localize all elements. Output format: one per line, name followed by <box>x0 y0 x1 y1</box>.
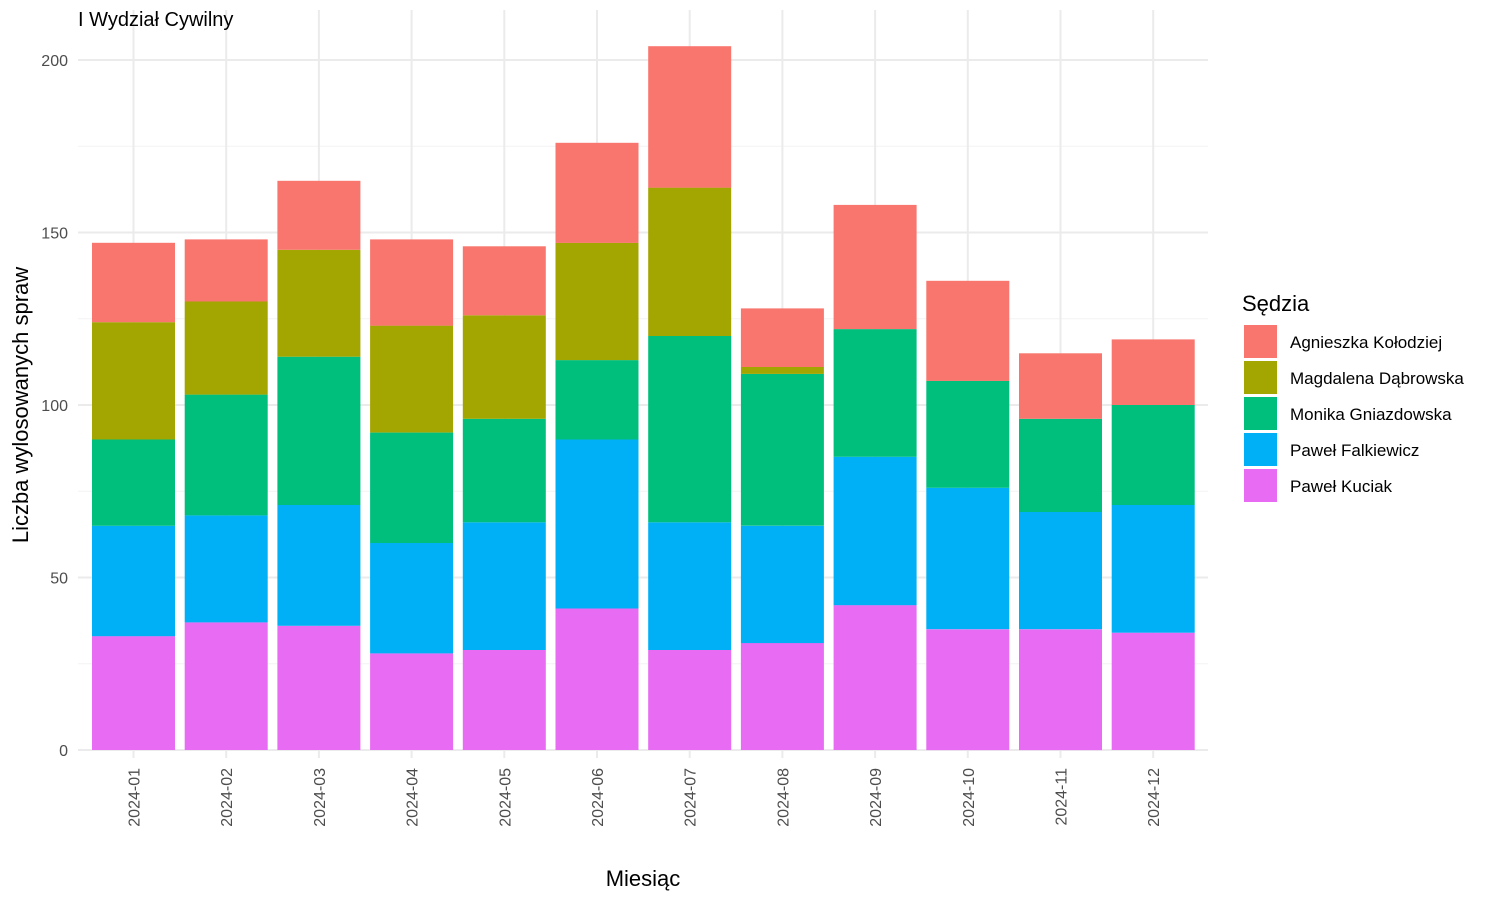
bar-segment <box>370 239 454 326</box>
bar-segment <box>926 380 1010 488</box>
bar-segment <box>92 322 175 440</box>
bar-segment <box>370 325 454 433</box>
bar-segment <box>740 373 824 526</box>
bar-segment <box>92 242 175 323</box>
legend-swatch <box>1244 397 1277 430</box>
x-tick-label: 2024-01 <box>127 768 144 827</box>
bar-segment <box>277 505 361 626</box>
bar-segment <box>1019 418 1102 512</box>
bar-segment <box>648 187 732 336</box>
y-tick-label: 0 <box>59 743 68 760</box>
y-axis-ticks: 0 50 100 150 200 <box>41 53 68 760</box>
bar-segment <box>184 622 268 750</box>
bar-segment <box>740 525 824 644</box>
y-axis-title: Liczba wylosowanych spraw <box>8 267 33 543</box>
legend-label: Monika Gniazdowska <box>1290 405 1452 424</box>
bar-segment <box>277 625 361 750</box>
bar-segment <box>1111 339 1195 405</box>
bar-segment <box>648 650 732 750</box>
bar-segment <box>740 643 824 750</box>
bar-segment <box>555 360 639 440</box>
bar-segment <box>462 522 546 650</box>
legend: Sędzia Agnieszka Kołodziej Magdalena Dąbr… <box>1242 291 1464 502</box>
bar-segment <box>184 301 268 395</box>
bar-segment <box>462 246 546 316</box>
y-tick-label: 100 <box>41 398 68 415</box>
bar-segment <box>370 653 454 750</box>
bar-segment <box>277 249 361 357</box>
bar-segment <box>1111 405 1195 505</box>
bar-segment <box>277 180 361 250</box>
x-tick-label: 2024-09 <box>868 768 885 827</box>
bar-segment <box>92 439 175 526</box>
y-tick-label: 200 <box>41 53 68 70</box>
bar-segment <box>648 522 732 650</box>
bar-segment <box>555 608 639 750</box>
bar-segment <box>926 487 1010 630</box>
y-tick-label: 50 <box>50 571 68 588</box>
legend-label: Paweł Falkiewicz <box>1290 441 1419 460</box>
bar-segment <box>648 336 732 523</box>
legend-swatch <box>1244 433 1277 466</box>
x-axis-ticks: 2024-01 2024-02 2024-03 2024-04 2024-05 2024-… <box>127 768 1164 827</box>
bar-segment <box>462 315 546 419</box>
bar-segment <box>92 636 175 750</box>
chart-title: I Wydział Cywilny <box>78 9 233 31</box>
bar-segment <box>1111 632 1195 750</box>
bar-segment <box>1019 353 1102 419</box>
bars <box>92 46 1195 751</box>
legend-swatch <box>1244 469 1277 502</box>
bar-segment <box>1019 629 1102 751</box>
legend-title: Sędzia <box>1242 291 1310 316</box>
x-tick-label: 2024-04 <box>405 768 422 827</box>
bar-segment <box>1019 511 1102 630</box>
bar-segment <box>833 204 917 330</box>
bar-segment <box>370 543 454 654</box>
bar-segment <box>184 515 268 623</box>
bar-segment <box>184 394 268 516</box>
bar-segment <box>184 239 268 302</box>
bar-segment <box>740 308 824 367</box>
bar-segment <box>370 432 454 543</box>
bar-segment <box>555 439 639 609</box>
x-tick-label: 2024-06 <box>590 768 607 827</box>
bar-segment <box>92 525 175 637</box>
bar-segment <box>833 456 917 606</box>
legend-label: Magdalena Dąbrowska <box>1290 369 1464 388</box>
bar-segment <box>833 605 917 750</box>
x-tick-label: 2024-10 <box>961 768 978 827</box>
legend-swatch <box>1244 325 1277 358</box>
bar-segment <box>648 46 732 188</box>
bar-segment <box>555 142 639 243</box>
bar-segment <box>462 650 546 750</box>
legend-label: Paweł Kuciak <box>1290 477 1393 496</box>
x-tick-label: 2024-05 <box>497 768 514 827</box>
bar-segment <box>833 329 917 457</box>
x-tick-label: 2024-11 <box>1054 768 1071 826</box>
x-axis-title: Miesiąc <box>606 866 681 891</box>
x-tick-label: 2024-08 <box>775 768 792 827</box>
bar-segment <box>462 418 546 523</box>
bar-segment <box>277 356 361 505</box>
bar-segment <box>555 242 639 361</box>
x-tick-label: 2024-07 <box>683 768 700 827</box>
x-tick-label: 2024-02 <box>219 768 236 827</box>
y-tick-label: 150 <box>41 226 68 243</box>
bar-segment <box>926 280 1010 381</box>
bar-segment <box>740 367 824 374</box>
bar-segment <box>926 629 1010 751</box>
legend-items: Agnieszka Kołodziej Magdalena Dąbrowska Mo… <box>1244 325 1464 502</box>
legend-swatch <box>1244 361 1277 394</box>
bar-segment <box>1111 505 1195 633</box>
legend-label: Agnieszka Kołodziej <box>1290 333 1442 352</box>
x-tick-label: 2024-12 <box>1146 768 1163 827</box>
x-tick-label: 2024-03 <box>312 768 329 827</box>
